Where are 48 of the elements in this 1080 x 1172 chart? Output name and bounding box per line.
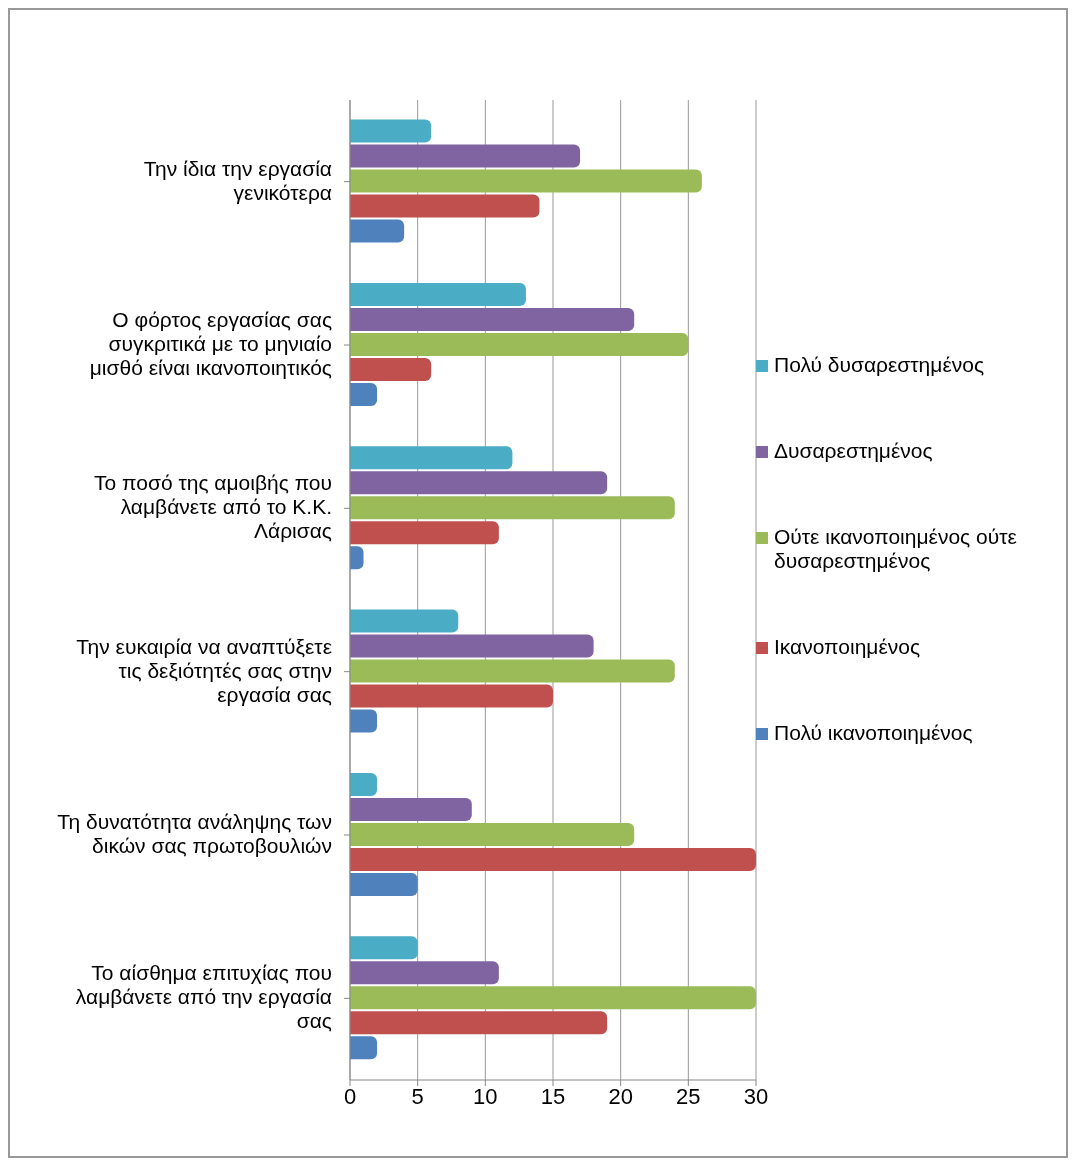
x-tick-label: 15 — [540, 1083, 566, 1109]
bar — [350, 382, 378, 406]
legend-label: Πολύ ικανοποιημένος — [774, 721, 973, 745]
bar — [350, 307, 635, 331]
bar — [350, 119, 432, 143]
bar — [350, 609, 459, 633]
x-tick-label: 30 — [743, 1083, 769, 1109]
bar — [350, 332, 689, 356]
bar — [350, 936, 418, 960]
bar — [350, 822, 635, 846]
y-tick-label: Ο φόρτος εργασίας σας συγκριτικά με το μηνιαίο μισθό είναι ικανοποιητικός — [89, 307, 332, 379]
legend-label: Δυσαρεστημένος — [774, 439, 933, 463]
bar — [350, 634, 594, 658]
bar — [350, 961, 499, 985]
bar — [350, 546, 364, 570]
bar — [350, 772, 378, 796]
bar — [350, 194, 540, 218]
bar — [350, 709, 378, 733]
bar — [350, 659, 675, 683]
bar — [350, 872, 418, 896]
bar — [350, 219, 405, 243]
bar — [350, 521, 499, 545]
bar — [350, 986, 756, 1010]
bar — [350, 144, 581, 168]
bar — [350, 797, 472, 821]
x-tick-label: 25 — [676, 1083, 701, 1109]
y-tick-label: Τη δυνατότητα ανάληψης των δικών σας πρωτοβουλιών — [57, 809, 332, 857]
legend-label: Ούτε ικανοποιημένος ούτε δυσαρεστημένος — [774, 525, 1018, 573]
x-tick-label: 0 — [343, 1083, 357, 1109]
bar — [350, 471, 608, 495]
y-tick-label: Την ευκαιρία να αναπτύξετε τις δεξιότητές σας στην εργασία σας — [76, 634, 332, 706]
bar — [350, 496, 675, 520]
x-tick-label: 5 — [411, 1083, 424, 1109]
bar — [350, 1011, 608, 1035]
bar — [350, 1036, 378, 1060]
y-tick-label: Την ίδια την εργασία γενικότερα — [143, 156, 332, 204]
y-tick-label: Το ποσό της αμοιβής που λαμβάνετε από το Κ.Κ. Λάρισας — [94, 470, 332, 542]
bar — [350, 282, 526, 306]
x-tick-label: 10 — [473, 1083, 498, 1109]
bar — [350, 169, 702, 193]
legend-label: Ικανοποιημένος — [774, 635, 921, 659]
y-tick-label: Το αίσθημα επιτυχίας που λαμβάνετε από την εργασία σας — [75, 960, 332, 1032]
bar — [350, 847, 756, 871]
legend-label: Πολύ δυσαρεστημένος — [774, 353, 985, 377]
x-tick-label: 20 — [608, 1083, 633, 1109]
bar — [350, 446, 513, 470]
bar — [350, 357, 432, 381]
bar — [350, 684, 553, 708]
